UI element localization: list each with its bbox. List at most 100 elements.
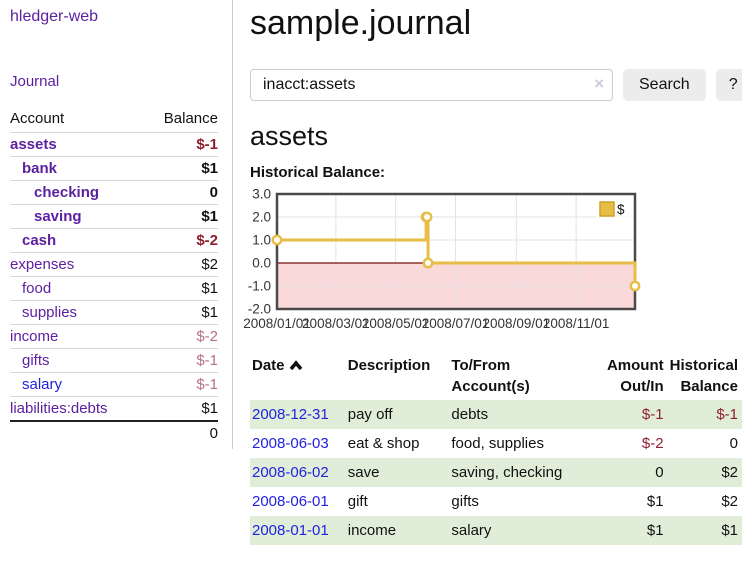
balance-cell: $1 (721, 522, 738, 539)
account-balance: 0 (209, 184, 218, 201)
accounts-cell: food, supplies (451, 435, 544, 452)
account-link[interactable]: income (10, 328, 59, 345)
header-accounts: To/From Account(s) (451, 357, 530, 395)
date-link[interactable]: 2008-06-02 (252, 464, 329, 481)
sidebar: hledger-web Journal Account Balance asse… (0, 0, 233, 449)
account-link[interactable]: expenses (10, 256, 75, 273)
account-balance: $-1 (196, 376, 218, 393)
main-content: sample.journal × Search ? assets Histori… (233, 0, 742, 555)
account-row: expenses $2 (10, 252, 218, 277)
description-cell: pay off (347, 406, 393, 423)
accounts-total-value: 0 (209, 425, 218, 442)
svg-text:2.0: 2.0 (252, 210, 271, 225)
accounts-total-row: 0 (10, 421, 218, 445)
register-table: Date Description To/From Account(s) Amou… (250, 353, 742, 545)
account-link[interactable]: food (22, 280, 52, 297)
account-balance: $1 (201, 160, 218, 177)
accounts-header-account: Account (10, 110, 65, 127)
balance-cell: 0 (729, 435, 738, 452)
app-title-link[interactable]: hledger-web (10, 8, 99, 25)
amount-cell: $1 (646, 493, 664, 510)
account-row: salary $-1 (10, 372, 218, 397)
description-cell: gift (347, 493, 368, 510)
svg-text:-2.0: -2.0 (248, 302, 271, 317)
svg-text:3.0: 3.0 (252, 187, 271, 202)
description-cell: eat & shop (347, 435, 420, 452)
chart-title: Historical Balance: (250, 164, 386, 181)
account-row: bank $1 (10, 156, 218, 181)
svg-text:0.0: 0.0 (252, 256, 271, 271)
svg-text:-1.0: -1.0 (248, 279, 271, 294)
page: hledger-web Journal Account Balance asse… (0, 0, 742, 555)
svg-text:$: $ (617, 202, 625, 217)
balance-chart: $3.0 2.0 1.0 0.0 -1.0 -2.02008/01/012008/03/0… (243, 187, 641, 331)
account-link[interactable]: cash (22, 232, 57, 249)
account-link[interactable]: liabilities:debts (10, 400, 108, 417)
date-link[interactable]: 2008-12-31 (252, 406, 329, 423)
accounts-cell: salary (451, 522, 492, 539)
search-box: × (250, 69, 613, 101)
account-balance: $-1 (196, 352, 218, 369)
account-balance: $-1 (196, 136, 218, 153)
description-cell: save (347, 464, 380, 481)
balance-cell: $-1 (716, 406, 738, 423)
accounts-cell: gifts (451, 493, 479, 510)
svg-text:2008/01/01: 2008/01/01 (243, 316, 311, 331)
account-link[interactable]: supplies (22, 304, 78, 321)
description-cell: income (347, 522, 397, 539)
page-title: sample.journal (250, 4, 472, 42)
account-balance: $-2 (196, 232, 218, 249)
account-link[interactable]: checking (34, 184, 100, 201)
account-link[interactable]: saving (34, 208, 82, 225)
amount-cell: $-1 (641, 406, 664, 423)
account-row: food $1 (10, 276, 218, 301)
account-row: assets $-1 (10, 132, 218, 157)
svg-text:2008/09/01: 2008/09/01 (483, 316, 551, 331)
table-row: 2008-01-01 income salary $1 $1 (250, 516, 742, 545)
accounts-table: Account Balance assets $-1 bank $1 check… (10, 107, 218, 445)
account-row: saving $1 (10, 204, 218, 229)
account-row: liabilities:debts $1 (10, 396, 218, 422)
account-balance: $1 (201, 304, 218, 321)
svg-text:2008/07/01: 2008/07/01 (422, 316, 490, 331)
account-row: checking 0 (10, 180, 218, 205)
account-link[interactable]: salary (22, 376, 63, 393)
account-row: income $-2 (10, 324, 218, 349)
date-link[interactable]: 2008-01-01 (252, 522, 329, 539)
amount-cell: $1 (646, 522, 664, 539)
table-row: 2008-06-01 gift gifts $1 $2 (250, 487, 742, 516)
balance-cell: $2 (721, 464, 738, 481)
header-date[interactable]: Date (250, 353, 346, 400)
search-button[interactable]: Search (623, 69, 706, 101)
svg-text:2008/11/01: 2008/11/01 (543, 316, 610, 331)
account-link[interactable]: gifts (22, 352, 50, 369)
help-button[interactable]: ? (715, 69, 742, 101)
account-row: gifts $-1 (10, 348, 218, 373)
header-balance: Historical Balance (669, 357, 738, 395)
register-heading: assets (250, 121, 329, 151)
account-balance: $-2 (196, 328, 218, 345)
clear-search-icon[interactable]: × (594, 74, 604, 93)
account-balance: $1 (201, 280, 218, 297)
sidebar-item-journal[interactable]: Journal (10, 73, 60, 90)
account-row: supplies $1 (10, 300, 218, 325)
date-link[interactable]: 2008-06-01 (252, 493, 329, 510)
amount-cell: $-2 (641, 435, 664, 452)
search-input[interactable] (250, 69, 613, 101)
table-row: 2008-06-02 save saving, checking 0 $2 (250, 458, 742, 487)
header-description: Description (347, 357, 431, 374)
svg-text:2008/03/01: 2008/03/01 (302, 316, 370, 331)
account-row: cash $-2 (10, 228, 218, 253)
accounts-header-balance: Balance (163, 110, 218, 127)
balance-cell: $2 (721, 493, 738, 510)
account-balance: $1 (201, 400, 218, 417)
account-link[interactable]: assets (10, 136, 57, 153)
account-balance: $2 (201, 256, 218, 273)
date-link[interactable]: 2008-06-03 (252, 435, 329, 452)
accounts-cell: debts (451, 406, 489, 423)
accounts-cell: saving, checking (451, 464, 563, 481)
search-form: × Search ? (250, 69, 742, 101)
amount-cell: 0 (655, 464, 664, 481)
account-link[interactable]: bank (22, 160, 58, 177)
svg-text:1.0: 1.0 (252, 233, 271, 248)
